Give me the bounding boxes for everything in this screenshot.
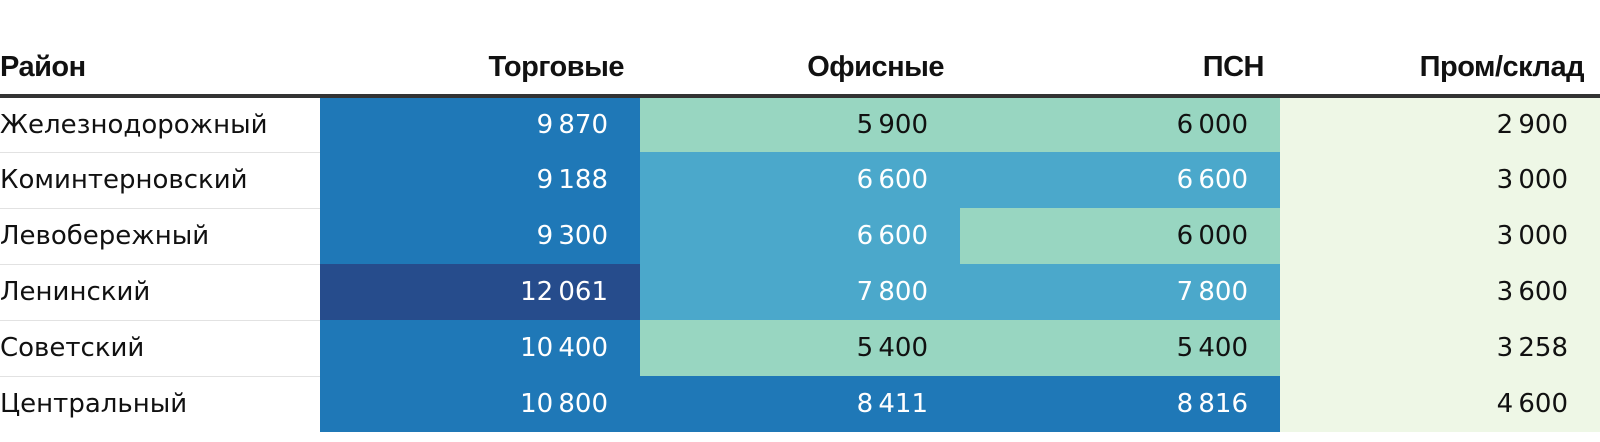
table-row: Коминтерновский 9 188 6 600 6 600 3 000 (0, 152, 1600, 209)
row-label-district: Ленинский (0, 264, 320, 321)
row-label-district: Коминтерновский (0, 152, 320, 209)
table-row: Ленинский 12 061 7 800 7 800 3 600 (0, 264, 1600, 321)
heat-cell-office: 8 411 (640, 376, 960, 432)
heat-cell-retail: 9 300 (320, 208, 640, 264)
heat-cell-retail: 9 188 (320, 152, 640, 208)
heat-cell-industrial-warehouse: 3 000 (1280, 208, 1600, 264)
column-header-retail: Торговые (320, 24, 640, 98)
table-row: Центральный 10 800 8 411 8 816 4 600 (0, 376, 1600, 432)
table-row: Левобережный 9 300 6 600 6 000 3 000 (0, 208, 1600, 265)
header-row: Район Торговые Офисные ПСН Пром/склад (0, 24, 1600, 98)
column-header-industrial-warehouse: Пром/склад (1280, 24, 1600, 98)
heat-cell-industrial-warehouse: 4 600 (1280, 376, 1600, 432)
heat-cell-retail: 10 800 (320, 376, 640, 432)
heat-cell-industrial-warehouse: 3 600 (1280, 264, 1600, 320)
heat-cell-retail: 9 870 (320, 96, 640, 152)
table-body: Железнодорожный 9 870 5 900 6 000 2 900 Комин… (0, 96, 1600, 432)
heat-cell-industrial-warehouse: 3 000 (1280, 152, 1600, 208)
heat-cell-psn: 6 600 (960, 152, 1280, 208)
row-label-district: Железнодорожный (0, 96, 320, 153)
column-header-office: Офисные (640, 24, 960, 98)
heat-cell-industrial-warehouse: 3 258 (1280, 320, 1600, 376)
column-header-district: Район (0, 24, 320, 98)
heat-cell-office: 6 600 (640, 152, 960, 208)
heat-cell-retail: 12 061 (320, 264, 640, 320)
heat-cell-psn: 7 800 (960, 264, 1280, 320)
heat-cell-industrial-warehouse: 2 900 (1280, 96, 1600, 152)
heat-cell-psn: 5 400 (960, 320, 1280, 376)
heat-cell-psn: 6 000 (960, 96, 1280, 152)
heat-cell-psn: 8 816 (960, 376, 1280, 432)
row-label-district: Центральный (0, 376, 320, 432)
heat-cell-office: 7 800 (640, 264, 960, 320)
heat-cell-office: 5 900 (640, 96, 960, 152)
row-label-district: Левобережный (0, 208, 320, 265)
heat-cell-office: 5 400 (640, 320, 960, 376)
heat-cell-psn: 6 000 (960, 208, 1280, 264)
column-header-psn: ПСН (960, 24, 1280, 98)
heatmap-table: Район Торговые Офисные ПСН Пром/склад Же… (0, 24, 1600, 432)
row-label-district: Советский (0, 320, 320, 377)
table-row: Советский 10 400 5 400 5 400 3 258 (0, 320, 1600, 377)
heat-cell-retail: 10 400 (320, 320, 640, 376)
heat-cell-office: 6 600 (640, 208, 960, 264)
table-row: Железнодорожный 9 870 5 900 6 000 2 900 (0, 96, 1600, 153)
